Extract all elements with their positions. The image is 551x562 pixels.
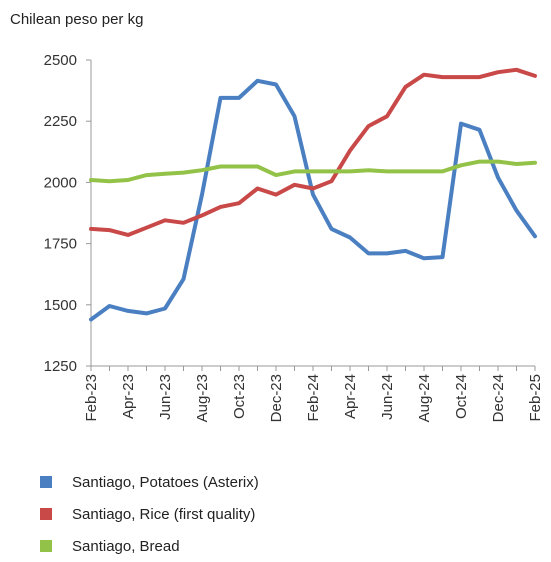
x-tick-label: Oct-24 bbox=[453, 374, 470, 419]
series-line-2 bbox=[89, 67, 537, 237]
x-tick-label: Oct-23 bbox=[231, 374, 248, 419]
x-tick-label: Jun-23 bbox=[157, 374, 174, 420]
x-tick-label: Jun-24 bbox=[379, 374, 396, 420]
legend-item: Santiago, Bread bbox=[40, 530, 259, 562]
x-tick-label: Feb-25 bbox=[527, 374, 544, 422]
y-tick-label: 1250 bbox=[44, 358, 77, 375]
legend-swatch bbox=[40, 508, 52, 520]
series-line-1 bbox=[89, 78, 537, 322]
x-tick-label: Apr-24 bbox=[342, 374, 359, 419]
legend-label: Santiago, Potatoes (Asterix) bbox=[72, 473, 259, 491]
y-tick-label: 1750 bbox=[44, 236, 77, 253]
legend-item: Santiago, Rice (first quality) bbox=[40, 498, 259, 530]
x-tick-label: Feb-24 bbox=[305, 374, 322, 422]
x-tick-label: Apr-23 bbox=[120, 374, 137, 419]
x-tick-label: Feb-23 bbox=[83, 374, 100, 422]
series-line-3 bbox=[89, 159, 537, 184]
y-axis-unit-label: Chilean peso per kg bbox=[10, 11, 143, 28]
legend-label: Santiago, Rice (first quality) bbox=[72, 505, 256, 523]
legend-swatch bbox=[40, 476, 52, 488]
x-tick-label: Dec-23 bbox=[268, 374, 285, 422]
legend-swatch bbox=[40, 540, 52, 552]
y-tick-labels: 1250 1500 1750 2000 2250 2500 bbox=[44, 52, 91, 375]
y-tick-label: 1500 bbox=[44, 297, 77, 314]
y-tick-label: 2000 bbox=[44, 174, 77, 191]
legend-item: Santiago, Potatoes (Asterix) bbox=[40, 466, 259, 498]
series-lines bbox=[89, 67, 537, 322]
legend-label: Santiago, Bread bbox=[72, 537, 180, 555]
x-tick-label: Aug-23 bbox=[194, 374, 211, 422]
axes bbox=[90, 60, 535, 367]
x-tick-label: Dec-24 bbox=[490, 374, 507, 422]
y-tick-label: 2250 bbox=[44, 113, 77, 130]
y-tick-label: 2500 bbox=[44, 52, 77, 69]
legend: Santiago, Potatoes (Asterix) Santiago, Ri… bbox=[40, 466, 259, 562]
x-tick-labels: Feb-23 Apr-23 Jun-23 Aug-23 Oct-23 Dec-23 Feb-… bbox=[83, 366, 544, 422]
x-tick-label: Aug-24 bbox=[416, 374, 433, 422]
